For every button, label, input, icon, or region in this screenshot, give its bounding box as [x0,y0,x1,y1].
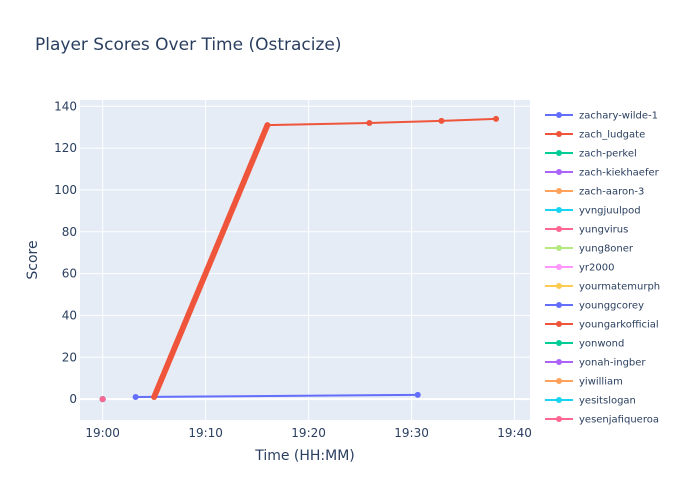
data-point [493,115,500,122]
legend-swatch-marker [556,378,562,384]
legend-label: zach-kiekhaefer [579,168,660,179]
series-line [135,393,418,398]
y-axis-title: Score [25,240,41,279]
legend-label: zach-perkel [579,149,637,160]
x-axis-title: Time (HH:MM) [254,448,355,464]
legend-item[interactable]: yonah-ingber [545,358,646,369]
chart-title: Player Scores Over Time (Ostracize) [35,35,342,55]
data-point [132,393,139,400]
data-series [99,115,500,403]
legend-label: youngarkofficial [579,320,659,331]
y-tick-label: 80 [62,225,77,239]
legend-swatch-marker [556,169,562,175]
legend-swatch-marker [556,283,562,289]
y-tick-label: 140 [54,99,77,113]
legend-item[interactable]: youngarkofficial [545,320,659,331]
data-point [366,120,373,127]
legend-item[interactable]: yr2000 [545,263,614,274]
legend-item[interactable]: yesenjafiqueroa [545,415,659,426]
legend-swatch-marker [556,340,562,346]
series-zachary-wilde-1 [132,391,421,400]
legend-label: yungvirus [579,225,628,236]
legend-swatch-marker [556,359,562,365]
series-yesenjafiqueroa [99,396,106,403]
legend-swatch-marker [556,188,562,194]
x-tick-label: 19:10 [188,426,223,440]
legend-item[interactable]: zachary-wilde-1 [545,111,658,122]
legend-swatch-marker [556,264,562,270]
legend-item[interactable]: yonwond [545,339,624,350]
legend-swatch-marker [556,150,562,156]
y-tick-label: 20 [62,350,77,364]
legend-label: yr2000 [579,263,614,274]
x-tick-label: 19:20 [291,426,326,440]
legend-item[interactable]: yungvirus [545,225,628,236]
legend-item[interactable]: yvngjuulpod [545,206,641,217]
legend-label: zachary-wilde-1 [579,111,658,122]
legend[interactable]: zachary-wilde-1 zach_ludgate zach-perkel za… [537,100,700,426]
legend-item[interactable]: yesitslogan [545,396,636,407]
plot-area [80,100,530,420]
legend-label: yonah-ingber [579,358,646,369]
legend-swatch-marker [556,302,562,308]
y-tick-label: 0 [69,392,77,406]
y-tick-label: 120 [54,141,77,155]
legend-label: yesenjafiqueroa [579,415,659,426]
legend-swatch-marker [556,321,562,327]
data-point [99,396,106,403]
legend-swatch-marker [556,112,562,118]
legend-label: yonwond [579,339,624,350]
y-tick-label: 60 [62,267,77,281]
legend-label: yourmatemurph [579,282,660,293]
legend-label: younggcorey [579,301,644,312]
y-tick-label: 100 [54,183,77,197]
legend-item[interactable]: younggcorey [545,301,644,312]
legend-swatch-marker [556,245,562,251]
legend-item[interactable]: zach-kiekhaefer [545,168,660,179]
data-point [438,117,445,124]
x-tick-label: 19:00 [85,426,120,440]
y-tick-label: 40 [62,308,77,322]
legend-swatch-marker [556,397,562,403]
legend-item[interactable]: zach_ludgate [545,130,645,141]
x-tick-label: 19:40 [497,426,532,440]
legend-label: zach-aaron-3 [579,187,644,198]
axes: 19:00 19:10 19:20 19:30 19:40 0 20 40 60 80 100 120… [54,99,532,440]
legend-item[interactable]: zach-aaron-3 [545,187,644,198]
legend-item[interactable]: yourmatemurph [545,282,660,293]
data-point [263,124,270,131]
legend-label: yesitslogan [579,396,636,407]
series-zach_ludgate [151,115,500,400]
legend-swatch-marker [556,416,562,422]
legend-item[interactable]: yiwilliam [545,377,623,388]
data-point [414,391,421,398]
legend-swatch-marker [556,207,562,213]
legend-swatch-marker [556,226,562,232]
legend-swatch-marker [556,131,562,137]
legend-item[interactable]: yung8oner [545,244,634,255]
legend-label: yung8oner [579,244,634,255]
legend-item[interactable]: zach-perkel [545,149,637,160]
legend-label: yiwilliam [579,377,623,388]
x-tick-label: 19:30 [394,426,429,440]
legend-label: yvngjuulpod [579,206,641,217]
legend-label: zach_ludgate [579,130,645,141]
